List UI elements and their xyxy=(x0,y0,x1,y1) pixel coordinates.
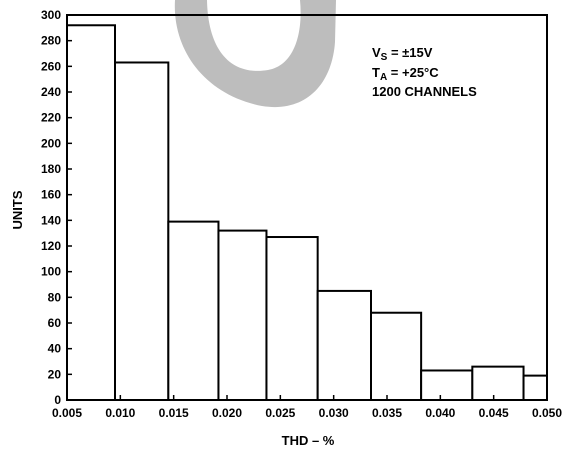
plot-frame xyxy=(66,14,548,401)
bars-layer xyxy=(66,24,548,402)
y-tick-label: 240 xyxy=(41,85,61,99)
y-tick-label: 200 xyxy=(41,136,61,150)
x-tick-label: 0.025 xyxy=(265,406,295,420)
x-tick-label: 0.045 xyxy=(479,406,509,420)
x-tick-label: 0.030 xyxy=(319,406,349,420)
y-ticks-layer: 0 20 40 60 80 100 120 140 160 180 200 220 240 260 280 3… xyxy=(41,8,72,407)
vs-main: V xyxy=(372,45,381,60)
channels-label: 1200 CHANNELS xyxy=(372,84,477,99)
histogram-bar xyxy=(522,374,548,402)
x-axis-title: THD – % xyxy=(282,433,335,448)
y-tick-label: 180 xyxy=(41,162,61,176)
histogram-bar xyxy=(316,289,372,401)
histogram-bar xyxy=(167,220,220,401)
y-tick-label: 80 xyxy=(48,290,62,304)
watermark-ring xyxy=(174,0,336,108)
y-tick-label: 20 xyxy=(48,367,62,381)
x-tick-label: 0.040 xyxy=(425,406,455,420)
y-tick-label: 300 xyxy=(41,8,61,22)
y-tick-label: 40 xyxy=(48,342,62,356)
histogram-bar xyxy=(471,365,525,401)
histogram-bar xyxy=(217,229,268,401)
y-tick-label: 100 xyxy=(41,265,61,279)
histogram-bar xyxy=(66,24,116,402)
y-tick-label: 260 xyxy=(41,59,61,73)
histogram-bar xyxy=(114,61,170,401)
y-tick-label: 0 xyxy=(54,393,61,407)
y-tick-label: 280 xyxy=(41,34,61,48)
temperature-label: TA = +25°C xyxy=(372,65,439,83)
y-tick-label: 220 xyxy=(41,111,61,125)
ta-main: T xyxy=(372,65,380,80)
x-tick-label: 0.050 xyxy=(532,406,562,420)
x-tick-label: 0.035 xyxy=(372,406,402,420)
histogram-bar xyxy=(370,311,423,402)
y-tick-label: 140 xyxy=(41,213,61,227)
histogram-bar xyxy=(265,236,319,401)
vs-sub: S xyxy=(381,52,388,63)
x-tick-label: 0.015 xyxy=(159,406,189,420)
conditions-annotation: VS = ±15V TA = +25°C 1200 CHANNELS xyxy=(372,45,477,99)
y-tick-label: 60 xyxy=(48,316,62,330)
vs-value: = ±15V xyxy=(387,45,432,60)
supply-voltage-label: VS = ±15V xyxy=(372,45,433,63)
ta-sub: A xyxy=(380,72,387,83)
x-ticks-layer: 0.005 0.010 0.015 0.020 0.025 0.030 0.035 0.040… xyxy=(52,395,562,420)
histogram-bar xyxy=(420,369,474,402)
x-tick-label: 0.010 xyxy=(105,406,135,420)
y-tick-label: 160 xyxy=(41,188,61,202)
y-axis-title: UNITS xyxy=(10,190,25,229)
x-tick-label: 0.005 xyxy=(52,406,82,420)
ta-value: = +25°C xyxy=(387,65,439,80)
x-tick-label: 0.020 xyxy=(212,406,242,420)
y-tick-label: 120 xyxy=(41,239,61,253)
